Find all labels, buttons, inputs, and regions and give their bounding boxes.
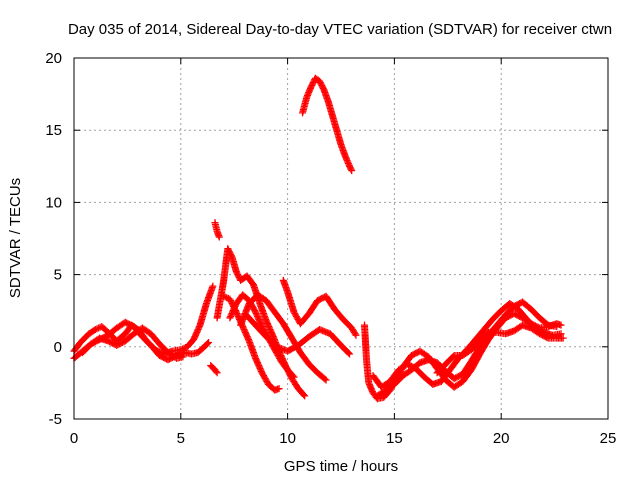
data-point — [204, 340, 211, 348]
data-point — [213, 369, 221, 377]
data-point — [559, 334, 567, 342]
data-point — [289, 372, 297, 380]
x-tick-label: 5 — [177, 430, 185, 447]
y-tick-label: 15 — [45, 122, 62, 139]
x-tick-label: 20 — [493, 430, 510, 447]
y-tick-label: 10 — [45, 194, 62, 211]
data-point — [300, 391, 308, 399]
data-point — [290, 373, 298, 381]
x-tick-label: 10 — [279, 430, 296, 447]
data-point — [344, 349, 352, 357]
x-axis-label: GPS time / hours — [284, 458, 398, 475]
data-point — [322, 376, 330, 384]
data-point — [346, 350, 354, 358]
data-point — [93, 325, 101, 333]
x-tick-label: 15 — [386, 430, 403, 447]
data-point — [543, 333, 551, 341]
x-tick-label: 0 — [70, 430, 78, 447]
y-tick-label: 5 — [54, 267, 62, 284]
y-axis-label: SDTVAR / TECUs — [7, 178, 24, 298]
data-point — [352, 331, 360, 339]
y-tick-label: 20 — [45, 50, 62, 67]
data-point — [221, 293, 229, 301]
chart-title: Day 035 of 2014, Sidereal Day-to-day VTE… — [68, 21, 612, 38]
y-tick-label: 0 — [54, 339, 62, 356]
data-point — [179, 353, 187, 361]
data-point — [223, 294, 231, 302]
data-point — [205, 338, 213, 346]
data-point — [212, 367, 220, 375]
plot-frame — [73, 57, 609, 420]
y-tick-label: -5 — [49, 411, 62, 428]
data-point — [348, 167, 356, 175]
data-point — [347, 165, 355, 173]
data-points — [70, 74, 567, 403]
data-point — [557, 321, 565, 329]
data-point — [209, 282, 217, 290]
data-point — [220, 292, 228, 300]
data-point — [553, 323, 561, 331]
data-point — [275, 385, 283, 393]
x-tick-label: 25 — [600, 430, 617, 447]
data-point — [215, 233, 223, 241]
data-point — [91, 325, 99, 333]
data-point — [301, 392, 309, 400]
data-point — [321, 375, 329, 383]
data-point — [351, 330, 359, 338]
